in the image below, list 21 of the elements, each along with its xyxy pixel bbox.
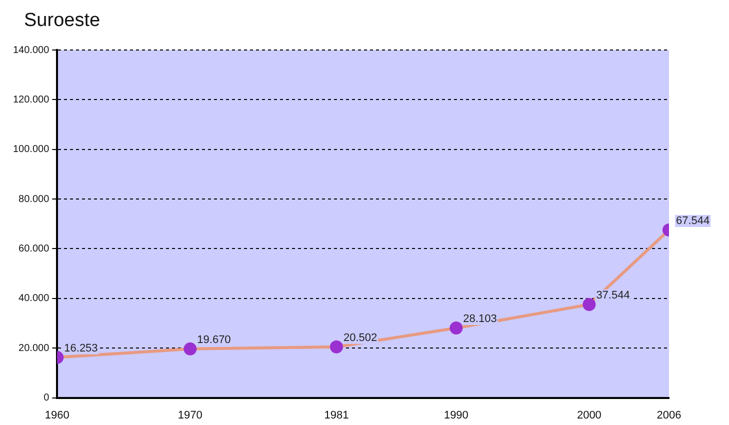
y-tick-label: 60.000 [18,243,50,254]
y-tick-label: 20.000 [18,342,50,354]
data-label: 37.544 [596,290,630,302]
chart-title: Suroeste [24,10,100,32]
y-tick-label: 40.000 [18,293,50,304]
y-tick-label: 100.000 [12,144,50,156]
x-tick-label: 1990 [444,409,468,422]
y-tick-label: 80.000 [18,194,50,205]
data-label: 19.670 [197,334,231,346]
x-tick-label: 2000 [576,409,602,422]
data-label: 67.544 [676,215,710,228]
x-tick-label: 1981 [324,409,349,422]
y-tick-label: 0 [44,392,50,404]
data-label: 16.253 [64,342,98,354]
x-tick-label: 2006 [656,409,682,422]
y-tick-label: 140.000 [12,44,50,56]
x-tick-label: 1970 [178,409,202,422]
data-label: 20.502 [343,332,378,344]
x-tick-label: 1960 [44,409,70,422]
y-tick-label: 120.000 [12,94,50,106]
data-label: 28.103 [463,313,497,326]
